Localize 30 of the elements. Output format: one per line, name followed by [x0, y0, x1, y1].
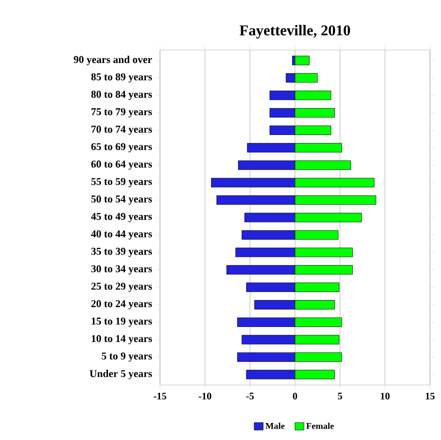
y-tick-label: 15 to 19 years — [92, 318, 152, 327]
y-tick-label: 60 to 64 years — [91, 160, 152, 170]
legend-label: Male — [266, 422, 285, 430]
y-tick-label: 20 to 24 years — [91, 300, 152, 310]
x-tick-label: -10 — [198, 392, 212, 400]
y-tick-label: 80 to 84 years — [91, 90, 152, 100]
y-tick-label: 35 to 39 years — [91, 248, 152, 257]
y-tick-label: 30 to 34 years — [91, 265, 152, 274]
x-tick-label: -5 — [246, 392, 254, 400]
y-tick-label: 5 to 9 years — [102, 352, 152, 362]
y-tick-label: 55 to 59 years — [91, 178, 152, 188]
x-tick-label: 0 — [292, 392, 298, 400]
y-tick-label: 40 to 44 years — [91, 230, 152, 240]
y-tick-label: 45 to 49 years — [91, 212, 152, 222]
y-tick-label: Under 5 years — [90, 370, 152, 380]
y-tick-label: 65 to 69 years — [91, 143, 152, 152]
y-tick-label: 75 to 79 years — [92, 108, 152, 118]
x-tick-label: 15 — [426, 392, 435, 400]
y-tick-label: 90 years and over — [74, 56, 152, 66]
x-tick-label: 10 — [380, 392, 390, 400]
y-tick-label: 10 to 14 years — [92, 335, 152, 344]
legend-label: Female — [306, 422, 334, 430]
y-tick-label: 70 to 74 years — [92, 126, 152, 135]
x-tick-label: 5 — [338, 392, 342, 400]
chart-title: Fayetteville, 2010 — [240, 24, 350, 38]
x-tick-label: -15 — [154, 392, 166, 400]
y-tick-label: 25 to 29 years — [91, 282, 152, 292]
bar — [294, 56, 310, 66]
y-tick-label: 85 to 89 years — [91, 73, 152, 83]
y-tick-label: 50 to 54 years — [91, 195, 152, 205]
